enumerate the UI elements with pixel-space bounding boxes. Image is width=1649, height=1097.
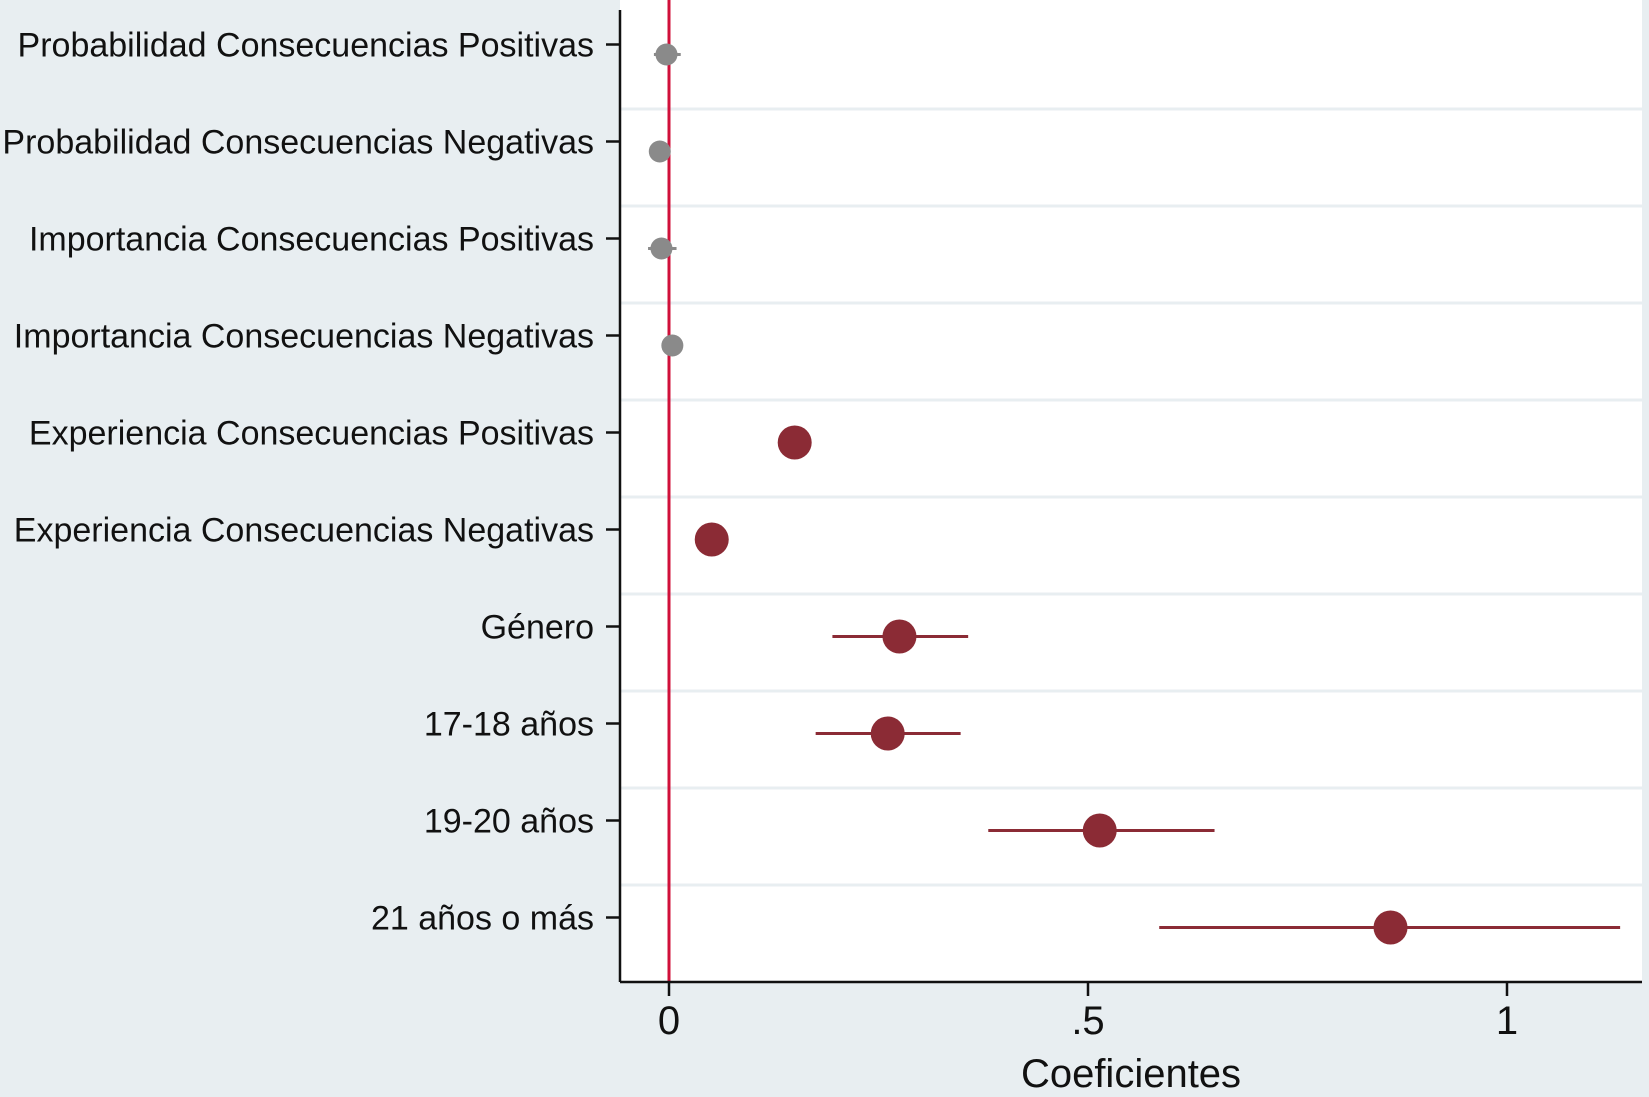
y-tick-label: Importancia Consecuencias Positivas xyxy=(29,221,594,259)
y-tick-label: Género xyxy=(481,609,594,647)
y-axis-ticks: Probabilidad Consecuencias Positivas Prob… xyxy=(2,27,620,938)
data-point xyxy=(661,334,684,357)
y-tick-label: Experiencia Consecuencias Positivas xyxy=(29,415,594,453)
y-tick-label: Probabilidad Consecuencias Negativas xyxy=(2,124,594,162)
data-point xyxy=(870,716,905,751)
y-tick-label: Probabilidad Consecuencias Positivas xyxy=(18,27,594,65)
data-point xyxy=(1373,910,1408,945)
x-tick-label: 1 xyxy=(1496,999,1518,1043)
x-axis-ticks: 0.5 1 xyxy=(658,982,1518,1043)
data-point xyxy=(655,43,678,66)
plot-area xyxy=(620,0,1642,982)
grid-lines xyxy=(620,107,1642,887)
data-point xyxy=(777,425,812,460)
data-point xyxy=(648,140,671,163)
estimate-points xyxy=(648,43,1408,945)
y-tick-label: 19-20 años xyxy=(424,803,594,841)
x-axis-title: Coeficientes xyxy=(1021,1052,1241,1096)
x-tick-label: 0 xyxy=(658,999,680,1043)
y-tick-label: 17-18 años xyxy=(424,706,594,744)
data-point xyxy=(882,619,917,654)
x-tick-label: .5 xyxy=(1071,999,1104,1043)
y-tick-label: Importancia Consecuencias Negativas xyxy=(14,318,594,356)
y-tick-label: Experiencia Consecuencias Negativas xyxy=(14,512,594,550)
data-point xyxy=(694,522,729,557)
y-tick-label: 21 años o más xyxy=(371,900,594,938)
data-point xyxy=(650,237,673,260)
data-point xyxy=(1082,813,1117,848)
